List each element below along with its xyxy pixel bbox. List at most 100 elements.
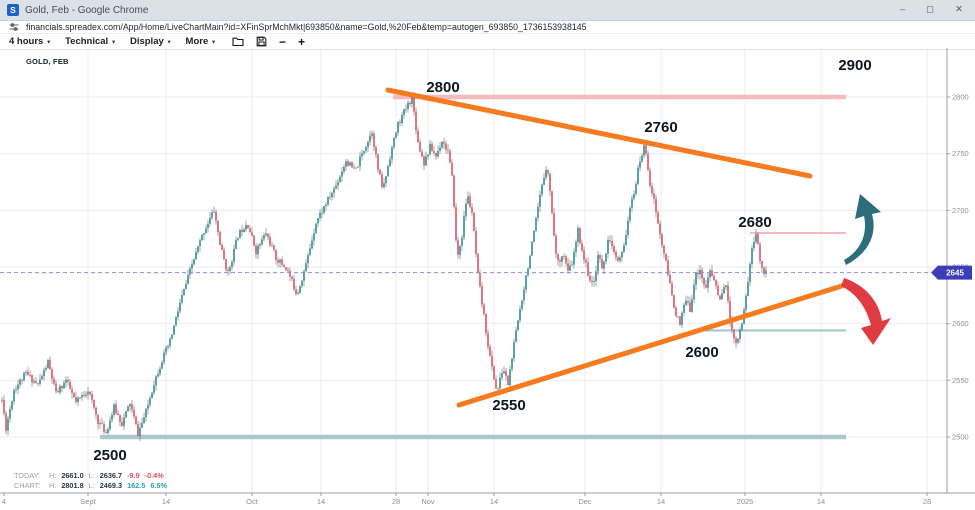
candle-body: [213, 211, 215, 213]
candlestick-chart-canvas[interactable]: 2900 2800 2760 2680 2600 2550 2500 2800 2750 2700…: [0, 48, 975, 510]
candle-body: [275, 249, 277, 260]
candle-body: [95, 407, 97, 415]
today-low-label: L:: [88, 471, 95, 480]
candle-body: [97, 414, 99, 425]
candle-body: [741, 323, 743, 330]
candle-body: [13, 390, 15, 402]
chart-toolbar: 4 hours ▾ Technical ▾ Display ▾ More ▾ −…: [0, 34, 975, 50]
candle-body: [677, 316, 679, 317]
candle-body: [657, 212, 659, 224]
candle-body: [455, 206, 457, 241]
candle-body: [185, 283, 187, 289]
candle-body: [425, 156, 427, 166]
candle-body: [699, 269, 701, 275]
candle-body: [567, 263, 569, 271]
candle-body: [691, 299, 693, 312]
candle-body: [703, 278, 705, 285]
annotation-label-2500: 2500: [93, 447, 126, 464]
candle-body: [655, 198, 657, 213]
support-band-2500: [100, 434, 846, 440]
zoom-out-button[interactable]: −: [279, 34, 287, 49]
candle-body: [573, 252, 575, 265]
candle-body: [549, 173, 551, 192]
candle-body: [1, 399, 3, 401]
candle-body: [29, 374, 31, 376]
restore-button[interactable]: ◻: [926, 4, 935, 16]
candle-body: [395, 132, 397, 138]
candle-body: [41, 376, 43, 380]
interval-dropdown[interactable]: 4 hours ▾: [9, 36, 50, 47]
chart-low-value: 2469.3: [99, 480, 123, 490]
candle-body: [621, 252, 623, 258]
candle-body: [357, 166, 359, 168]
zoom-in-button[interactable]: +: [298, 34, 306, 49]
time-axis-label: 4: [2, 497, 6, 506]
candle-body: [5, 413, 7, 431]
time-axis-label: 14: [657, 497, 665, 506]
candle-body: [187, 274, 189, 284]
candle-body: [553, 213, 555, 236]
candle-body: [257, 245, 259, 255]
site-settings-icon[interactable]: [9, 22, 19, 32]
candle-body: [167, 346, 169, 348]
candle-body: [423, 156, 425, 166]
candle-body: [535, 217, 537, 231]
candle-body: [77, 397, 79, 402]
candle-body: [191, 264, 193, 269]
candle-body: [15, 389, 17, 391]
candle-body: [581, 243, 583, 251]
candle-body: [79, 397, 81, 399]
url-bar[interactable]: financials.spreadex.com/App/Home/LiveCha…: [0, 21, 975, 34]
candle-body: [631, 198, 633, 208]
time-axis-label: Oct: [246, 497, 259, 506]
candle-body: [485, 313, 487, 334]
candle-body: [489, 346, 491, 356]
candle-body: [561, 256, 563, 262]
candle-body: [525, 275, 527, 290]
candle-body: [315, 223, 317, 234]
candle-body: [317, 218, 319, 224]
candle-body: [509, 369, 511, 386]
candle-body: [755, 234, 757, 242]
candle-body: [175, 317, 177, 326]
display-dropdown[interactable]: Display ▾: [130, 36, 171, 47]
save-icon[interactable]: [256, 36, 267, 47]
candle-body: [225, 259, 227, 270]
more-dropdown[interactable]: More ▾: [186, 36, 215, 47]
trendline-descending: [385, 87, 813, 179]
candle-body: [759, 244, 761, 262]
candle-body: [279, 259, 281, 263]
candle-body: [465, 203, 467, 217]
candle-body: [163, 352, 165, 363]
candle-body: [397, 122, 399, 133]
time-axis-label: 28: [923, 497, 931, 506]
candle-body: [517, 320, 519, 331]
candle-body: [71, 388, 73, 393]
candle-body: [207, 223, 209, 229]
candle-body: [715, 280, 717, 286]
candle-body: [645, 145, 647, 154]
candle-body: [685, 300, 687, 305]
candle-body: [337, 182, 339, 186]
candle-body: [643, 145, 645, 156]
candle-body: [297, 293, 299, 295]
candle-body: [707, 277, 709, 288]
candle-body: [227, 269, 229, 271]
candle-body: [353, 167, 355, 169]
price-axis-label: 2800: [952, 93, 969, 102]
open-layout-icon[interactable]: [232, 36, 244, 47]
candle-body: [255, 245, 257, 255]
candle-body: [539, 194, 541, 207]
candle-body: [217, 221, 219, 233]
chart-high-value: 2801.8: [61, 480, 84, 490]
technical-dropdown[interactable]: Technical ▾: [65, 36, 115, 47]
annotation-label-2900: 2900: [838, 57, 871, 74]
candle-body: [53, 378, 55, 384]
candle-body: [307, 254, 309, 264]
candle-body: [709, 270, 711, 278]
minimize-button[interactable]: –: [899, 4, 906, 16]
url-text[interactable]: financials.spreadex.com/App/Home/LiveCha…: [26, 22, 587, 32]
chart-label: CHART:: [14, 480, 41, 490]
candle-body: [235, 239, 237, 249]
close-button[interactable]: ✕: [955, 4, 963, 16]
